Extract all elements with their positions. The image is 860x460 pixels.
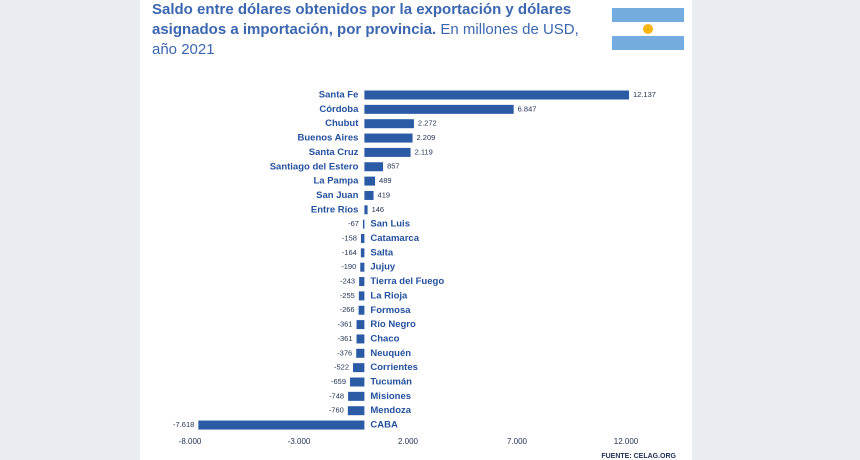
bar: [358, 305, 365, 315]
x-tick-label: -3.000: [288, 437, 311, 446]
x-tick-label: 12.000: [614, 437, 639, 446]
category-label: Chaco: [370, 333, 399, 344]
category-label: San Juan: [316, 190, 358, 201]
category-label: Salta: [370, 247, 393, 258]
value-label: -255: [340, 291, 355, 300]
category-label: CABA: [370, 420, 398, 431]
value-label: 146: [372, 205, 385, 214]
x-tick-label: -8.000: [179, 437, 202, 446]
bar: [358, 291, 365, 301]
bar: [348, 391, 365, 401]
category-label: San Luis: [370, 219, 410, 230]
bar: [364, 205, 368, 215]
category-label: Río Negro: [370, 319, 416, 330]
bar: [198, 420, 365, 430]
value-label: 2.209: [417, 133, 436, 142]
value-label: -190: [341, 262, 356, 271]
value-label: -158: [342, 233, 357, 242]
category-label: La Rioja: [370, 290, 408, 301]
category-label: Santa Fe: [319, 90, 359, 101]
value-label: -659: [331, 377, 346, 386]
value-label: -361: [338, 334, 353, 343]
bar: [362, 219, 365, 229]
value-label: -266: [340, 305, 355, 314]
category-label: Tucumán: [370, 377, 412, 388]
bar: [356, 348, 365, 358]
category-label: Santa Cruz: [309, 147, 359, 158]
bar: [350, 377, 365, 387]
category-label: Corrientes: [370, 362, 418, 373]
category-label: Neuquén: [370, 348, 411, 359]
value-label: -376: [337, 348, 352, 357]
plot-panel: [145, 64, 685, 460]
category-label: Santiago del Estero: [270, 161, 359, 172]
value-label: 6.847: [518, 104, 537, 113]
bar: [364, 104, 514, 114]
value-label: -67: [348, 219, 359, 228]
category-label: Misiones: [370, 391, 411, 402]
category-label: La Pampa: [314, 176, 360, 187]
bar: [347, 406, 365, 416]
bar: [364, 162, 384, 172]
bar: [364, 119, 414, 129]
value-label: 2.119: [415, 147, 433, 156]
category-label: Chubut: [325, 118, 359, 129]
bar: [360, 248, 365, 258]
bar: [364, 147, 411, 157]
bar: [353, 363, 365, 373]
value-label: -522: [334, 363, 349, 372]
category-label: Mendoza: [370, 405, 411, 416]
value-label: 419: [378, 190, 391, 199]
category-label: Tierra del Fuego: [370, 276, 444, 287]
value-label: -361: [338, 320, 353, 329]
category-label: Formosa: [370, 305, 411, 316]
bar: [356, 320, 365, 330]
bar: [356, 334, 365, 344]
value-label: -164: [342, 248, 357, 257]
chart-subtitle: En millones de USD, año 2021: [152, 21, 579, 58]
category-label: Jujuy: [370, 262, 396, 273]
value-label: 12.137: [633, 90, 656, 99]
category-label: Catamarca: [370, 233, 419, 244]
value-label: 489: [379, 176, 392, 185]
bar: [364, 133, 413, 143]
source: FUENTE: CELAG.ORG: [601, 453, 676, 460]
x-tick-label: 2.000: [398, 437, 419, 446]
bar: [364, 176, 376, 186]
category-label: Entre Ríos: [311, 204, 359, 215]
chart-title: Saldo entre dólares obtenidos por la exp…: [152, 1, 572, 38]
category-label: Buenos Aires: [298, 133, 359, 144]
value-label: -760: [329, 406, 344, 415]
bar: [360, 234, 365, 243]
value-label: -748: [329, 391, 344, 400]
value-label: 2.272: [418, 119, 437, 128]
bar: [359, 277, 365, 287]
category-label: Córdoba: [319, 104, 359, 115]
value-label: -7.618: [173, 420, 194, 429]
bar: [364, 90, 629, 100]
value-label: 857: [387, 162, 400, 171]
flag: [612, 8, 684, 50]
bar: [364, 190, 374, 200]
x-tick-label: 7.000: [507, 437, 528, 446]
bar: [360, 262, 365, 272]
title-block: Saldo entre dólares obtenidos por la exp…: [152, 0, 602, 60]
value-label: -243: [340, 277, 355, 286]
